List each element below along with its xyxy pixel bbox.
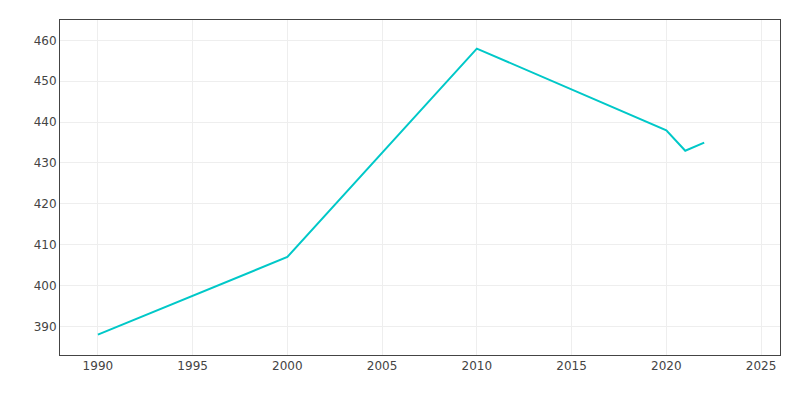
svg-text:2000: 2000 — [272, 359, 303, 373]
svg-text:1995: 1995 — [177, 359, 208, 373]
svg-text:2010: 2010 — [462, 359, 493, 373]
svg-text:2015: 2015 — [556, 359, 587, 373]
svg-text:2025: 2025 — [746, 359, 777, 373]
svg-text:460: 460 — [34, 34, 57, 48]
svg-text:2005: 2005 — [367, 359, 398, 373]
svg-text:420: 420 — [34, 197, 57, 211]
svg-text:450: 450 — [34, 74, 57, 88]
svg-text:410: 410 — [34, 238, 57, 252]
svg-text:1990: 1990 — [83, 359, 114, 373]
svg-text:2020: 2020 — [651, 359, 682, 373]
svg-text:440: 440 — [34, 115, 57, 129]
svg-text:390: 390 — [34, 320, 57, 334]
svg-text:430: 430 — [34, 156, 57, 170]
svg-text:400: 400 — [34, 279, 57, 293]
